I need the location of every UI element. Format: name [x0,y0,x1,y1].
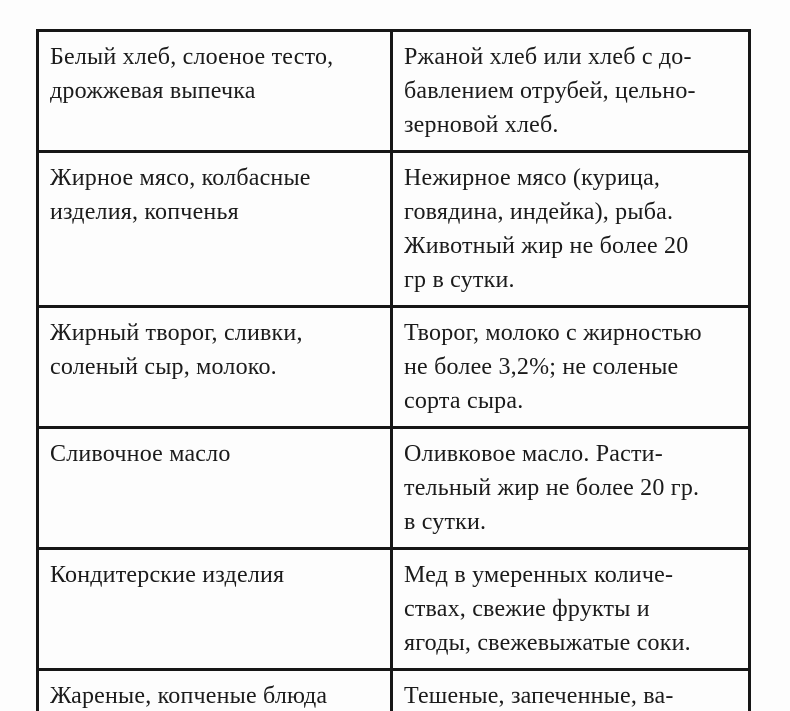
table-row: Жирное мясо, колбасные изделия, копченья… [36,150,751,308]
excluded-food-cell: Сливочное масло [36,426,393,550]
excluded-food-cell: Жирный творог, сливки, соленый сыр, моло… [36,305,393,429]
table-row: Жирный творог, сливки, соленый сыр, моло… [36,305,751,429]
diet-table: Белый хлеб, слоеное тесто, дрожжевая вып… [36,29,751,711]
table-row: Кондитерские изделия Мед в умеренных кол… [36,547,751,671]
recommended-food-cell: Нежирное мясо (курица, говядина, индейка… [390,150,751,308]
table-row: Жареные, копченые блюда Тешеные, запечен… [36,668,751,711]
table-row: Сливочное масло Оливковое масло. Расти- … [36,426,751,550]
excluded-food-cell: Жирное мясо, колбасные изделия, копченья [36,150,393,308]
recommended-food-cell: Мед в умеренных количе- ствах, свежие фр… [390,547,751,671]
recommended-food-cell: Оливковое масло. Расти- тельный жир не б… [390,426,751,550]
recommended-food-cell: Творог, молоко с жирностью не более 3,2%… [390,305,751,429]
excluded-food-cell: Кондитерские изделия [36,547,393,671]
recommended-food-cell: Ржаной хлеб или хлеб с до- бавлением отр… [390,29,751,153]
excluded-food-cell: Белый хлеб, слоеное тесто, дрожжевая вып… [36,29,393,153]
excluded-food-cell: Жареные, копченые блюда [36,668,393,711]
recommended-food-cell: Тешеные, запеченные, ва- реные, приготов… [390,668,751,711]
table-row: Белый хлеб, слоеное тесто, дрожжевая вып… [36,29,751,153]
